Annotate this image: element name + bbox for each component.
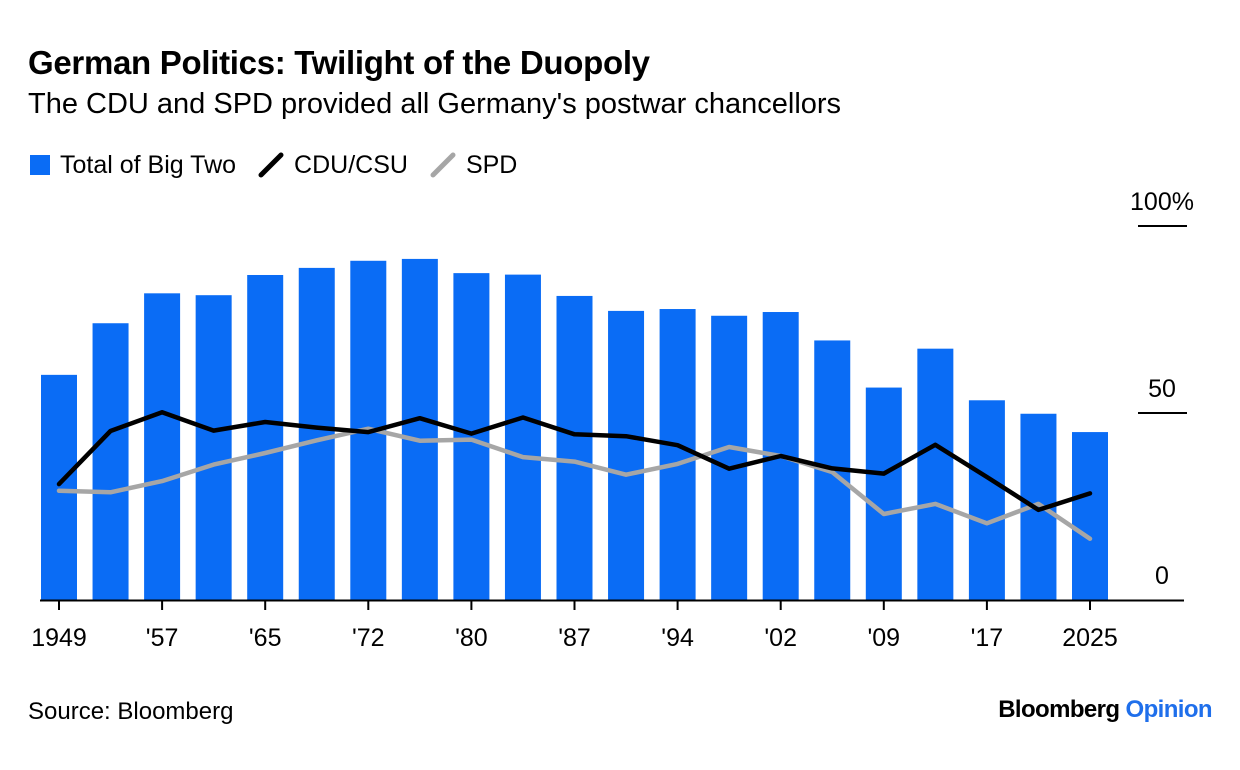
bar-total-1994 <box>659 309 696 600</box>
bar-total-2017 <box>968 400 1005 600</box>
brand-accent: Opinion <box>1125 696 1213 723</box>
line-cdu-csu <box>56 410 1093 513</box>
brand-logo: Bloomberg Opinion <box>998 696 1212 724</box>
brand-main: Bloomberg <box>998 696 1120 723</box>
bar-total-2009 <box>865 387 902 600</box>
x-tick-label-2009: '09 <box>868 624 901 652</box>
x-tick-label-1972: '72 <box>352 624 385 652</box>
y-tick-label-0: 0 <box>1155 562 1169 590</box>
legend-item-cdu: CDU/CSU <box>258 151 408 180</box>
bar-total-1957 <box>144 293 181 600</box>
x-tick-label-2017: '17 <box>971 624 1004 652</box>
legend-item-spd: SPD <box>430 151 517 180</box>
bar-total-1949 <box>41 374 77 600</box>
bar-total-1998 <box>711 315 748 600</box>
chart-title: German Politics: Twilight of the Duopoly <box>28 44 650 81</box>
legend: Total of Big Two CDU/CSU SPD <box>30 150 539 180</box>
bar-total-2013 <box>917 348 954 600</box>
x-tick-label-1987: '87 <box>558 624 591 652</box>
source-note: Source: Bloomberg <box>28 698 234 725</box>
x-tick-label-1965: '65 <box>249 624 282 652</box>
x-tick-label-2002: '02 <box>764 624 797 652</box>
bar-total-1953 <box>92 323 129 600</box>
legend-label-spd: SPD <box>465 150 518 179</box>
legend-label-cdu: CDU/CSU <box>294 150 408 179</box>
x-tick-label-1957: '57 <box>146 624 179 652</box>
legend-swatch-spd <box>430 152 456 178</box>
x-tick-label-1980: '80 <box>455 624 488 652</box>
bar-total-1983 <box>504 274 541 600</box>
x-tick-label-1994: '94 <box>661 624 694 652</box>
x-tick-label-2025: 2025 <box>1062 624 1118 652</box>
y-tick-label-50: 50 <box>1148 375 1176 403</box>
x-tick-label-1949: 1949 <box>31 624 87 652</box>
y-tick-label-100: 100% <box>1130 188 1194 216</box>
bar-total-1969 <box>298 267 335 600</box>
chart-subtitle: The CDU and SPD provided all Germany's p… <box>28 88 842 120</box>
bar-total-1965 <box>247 274 284 600</box>
bar-total-2025 <box>1072 432 1108 600</box>
bar-total-1980 <box>453 273 490 600</box>
bar-total-1990 <box>608 310 645 600</box>
bar-total-1987 <box>556 295 593 600</box>
bar-total-1961 <box>195 295 232 600</box>
legend-swatch-cdu <box>258 152 284 178</box>
line-spd <box>56 426 1093 541</box>
legend-swatch-total <box>30 155 50 175</box>
legend-item-total: Total of Big Two <box>30 151 236 180</box>
bar-total-1976 <box>401 258 438 600</box>
legend-label-total: Total of Big Two <box>60 150 237 179</box>
chart-plot: 1949 '57 '65 '72 '80 '87 '94 '02 '09 '17 2025 0 50 10… <box>31 188 1194 652</box>
